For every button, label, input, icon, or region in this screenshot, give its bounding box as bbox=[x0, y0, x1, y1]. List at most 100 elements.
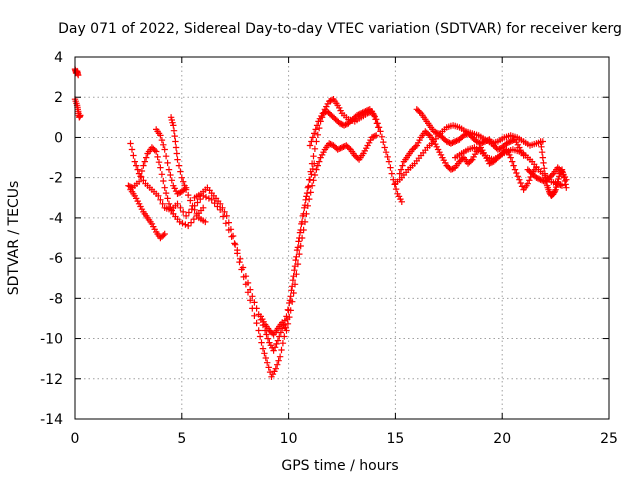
data-point bbox=[382, 149, 390, 156]
y-tick-label: -14 bbox=[40, 412, 63, 428]
x-tick-label: 20 bbox=[493, 431, 511, 447]
data-point bbox=[313, 122, 321, 129]
data-point bbox=[358, 110, 365, 117]
data-point bbox=[338, 120, 345, 128]
data-point bbox=[259, 345, 267, 352]
data-point bbox=[160, 177, 167, 185]
data-point bbox=[452, 138, 459, 145]
data-point bbox=[158, 136, 166, 144]
data-point bbox=[177, 168, 184, 175]
data-point bbox=[208, 196, 215, 203]
data-point bbox=[308, 138, 315, 145]
x-tick-label: 15 bbox=[386, 431, 404, 447]
data-point bbox=[286, 313, 293, 321]
series-pass-6 bbox=[153, 126, 190, 197]
series-pass-15 bbox=[537, 138, 570, 199]
data-point bbox=[131, 158, 138, 165]
data-point bbox=[370, 133, 377, 140]
data-point bbox=[238, 266, 245, 273]
data-point bbox=[167, 171, 174, 179]
data-point bbox=[197, 195, 204, 203]
data-point bbox=[301, 204, 308, 211]
data-point bbox=[181, 182, 188, 189]
data-point bbox=[161, 230, 168, 238]
data-point bbox=[558, 182, 566, 189]
data-point bbox=[284, 306, 292, 313]
data-point bbox=[511, 166, 519, 173]
data-point bbox=[293, 246, 301, 254]
data-point bbox=[289, 277, 297, 284]
data-point bbox=[159, 200, 166, 207]
data-point bbox=[234, 250, 241, 257]
data-point bbox=[247, 297, 254, 304]
data-point bbox=[270, 347, 277, 354]
data-point bbox=[308, 171, 315, 178]
data-point bbox=[237, 255, 244, 262]
data-point bbox=[377, 128, 384, 135]
series-pass-10 bbox=[306, 106, 382, 149]
data-point bbox=[168, 207, 175, 214]
data-point bbox=[551, 187, 559, 195]
y-tick-label: 4 bbox=[54, 50, 63, 66]
data-point bbox=[378, 133, 386, 140]
data-point bbox=[303, 210, 310, 218]
data-point bbox=[390, 176, 397, 183]
x-tick-label: 0 bbox=[71, 431, 80, 447]
data-point bbox=[174, 190, 181, 197]
data-point bbox=[187, 197, 194, 204]
y-tick-label: -2 bbox=[49, 171, 63, 187]
series-pass-7 bbox=[167, 114, 209, 226]
data-point bbox=[134, 166, 141, 173]
data-point bbox=[251, 299, 258, 306]
data-point bbox=[563, 184, 570, 191]
data-point bbox=[75, 71, 82, 79]
data-point bbox=[265, 364, 272, 371]
data-point bbox=[353, 112, 361, 119]
data-point bbox=[513, 169, 520, 177]
data-point bbox=[137, 173, 144, 180]
data-point bbox=[300, 226, 307, 234]
data-point bbox=[518, 183, 526, 190]
data-point bbox=[304, 184, 311, 191]
data-point bbox=[338, 144, 346, 151]
data-point bbox=[309, 134, 316, 141]
data-point bbox=[161, 184, 168, 191]
data-point bbox=[217, 200, 224, 207]
data-point bbox=[373, 132, 380, 139]
data-point bbox=[295, 238, 302, 245]
data-point bbox=[228, 233, 235, 240]
data-point bbox=[176, 218, 183, 226]
data-point bbox=[128, 146, 136, 153]
data-markers bbox=[71, 65, 570, 380]
data-point bbox=[279, 340, 287, 347]
data-point bbox=[360, 108, 368, 116]
data-point bbox=[283, 327, 290, 334]
data-point bbox=[380, 138, 387, 146]
data-point bbox=[296, 229, 304, 236]
data-point bbox=[563, 176, 570, 183]
data-point bbox=[362, 108, 369, 115]
data-point bbox=[342, 121, 349, 128]
data-point bbox=[516, 176, 523, 183]
data-point bbox=[127, 140, 134, 147]
data-point bbox=[540, 159, 547, 167]
data-point bbox=[264, 335, 272, 342]
data-point bbox=[297, 242, 304, 250]
x-tick-labels: 0 5 10 15 20 25 bbox=[71, 431, 618, 447]
data-point bbox=[312, 126, 319, 133]
data-point bbox=[143, 154, 150, 161]
data-point bbox=[298, 220, 305, 228]
data-point bbox=[340, 122, 348, 129]
data-point bbox=[365, 106, 372, 114]
data-point bbox=[229, 232, 237, 240]
data-point bbox=[165, 166, 173, 173]
data-point bbox=[334, 146, 341, 153]
data-point bbox=[510, 162, 517, 169]
data-point bbox=[187, 219, 195, 226]
data-point bbox=[356, 110, 363, 118]
data-point bbox=[194, 199, 201, 206]
data-point bbox=[155, 159, 163, 166]
y-axis-label: SDTVAR / TECUs bbox=[6, 181, 22, 296]
data-point bbox=[261, 350, 268, 357]
data-point bbox=[311, 160, 318, 167]
